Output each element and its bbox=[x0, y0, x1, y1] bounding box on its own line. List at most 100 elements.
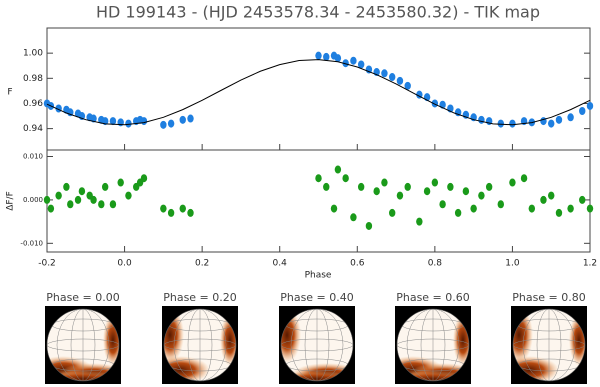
y-axis-label: F bbox=[7, 88, 12, 98]
data-point bbox=[388, 208, 396, 217]
y-tick-label: 1.00 bbox=[23, 49, 43, 59]
model-line bbox=[46, 59, 591, 126]
data-point bbox=[98, 200, 105, 209]
data-point bbox=[396, 76, 404, 85]
data-point bbox=[350, 213, 357, 222]
data-point bbox=[78, 187, 86, 196]
data-point bbox=[350, 56, 357, 65]
data-point bbox=[497, 200, 504, 209]
data-point bbox=[47, 204, 55, 213]
stellar-map bbox=[280, 308, 354, 382]
data-point bbox=[478, 191, 485, 200]
top-frame bbox=[46, 27, 591, 151]
x-tick-label: 0.4 bbox=[273, 259, 288, 269]
x-tick-label: 0.0 bbox=[117, 259, 132, 269]
data-point bbox=[365, 65, 373, 74]
data-point bbox=[342, 59, 349, 68]
data-point bbox=[447, 182, 454, 191]
map-grid bbox=[420, 309, 446, 381]
map-label: Phase = 0.20 bbox=[163, 291, 237, 304]
x-tick-label: 0.2 bbox=[195, 259, 209, 269]
data-point bbox=[555, 115, 563, 124]
data-point bbox=[140, 117, 148, 126]
data-point bbox=[454, 208, 462, 217]
data-point bbox=[381, 69, 388, 78]
data-point bbox=[117, 178, 124, 187]
map-grid bbox=[187, 309, 213, 381]
data-point bbox=[431, 178, 439, 187]
data-point bbox=[567, 113, 574, 122]
data-point bbox=[381, 178, 388, 187]
data-point bbox=[125, 119, 132, 128]
data-point bbox=[90, 195, 97, 204]
data-point bbox=[586, 204, 594, 213]
bottom-frame bbox=[46, 149, 591, 253]
data-point bbox=[373, 187, 380, 196]
data-point bbox=[528, 204, 536, 213]
data-point bbox=[67, 200, 74, 209]
x-tick-label: 0.8 bbox=[428, 259, 443, 269]
data-point bbox=[323, 182, 330, 191]
data-point bbox=[388, 73, 396, 82]
disk-edge bbox=[46, 308, 120, 382]
disk-edge bbox=[163, 308, 237, 382]
map-grid bbox=[406, 309, 460, 381]
data-point bbox=[43, 195, 51, 204]
data-point bbox=[101, 182, 109, 191]
data-point bbox=[330, 204, 338, 213]
data-point bbox=[179, 204, 186, 213]
data-point bbox=[63, 182, 70, 191]
data-point bbox=[315, 51, 322, 60]
data-point bbox=[485, 182, 493, 191]
map-label: Phase = 0.80 bbox=[512, 291, 586, 304]
data-point bbox=[334, 54, 342, 63]
chart-title: HD 199143 - (HJD 2453578.34 - 2453580.32… bbox=[96, 3, 540, 22]
map-grid bbox=[522, 309, 576, 381]
data-point bbox=[540, 117, 547, 126]
data-point bbox=[109, 200, 117, 209]
y-tick-label: 0.94 bbox=[23, 124, 43, 134]
map-grid bbox=[173, 309, 227, 381]
y-tick-label: 0.000 bbox=[23, 196, 43, 204]
data-point bbox=[497, 119, 504, 128]
map-label: Phase = 0.40 bbox=[280, 291, 354, 304]
data-point bbox=[357, 60, 365, 69]
map-grid bbox=[70, 309, 96, 381]
x-tick-label: 1.2 bbox=[583, 259, 597, 269]
data-point bbox=[187, 208, 194, 217]
data-point bbox=[167, 208, 175, 217]
x-tick-label: 0.6 bbox=[350, 259, 365, 269]
data-point bbox=[586, 101, 594, 110]
data-point bbox=[365, 221, 373, 230]
data-point bbox=[404, 81, 411, 90]
data-point bbox=[555, 208, 563, 217]
data-point bbox=[567, 204, 574, 213]
map-label: Phase = 0.00 bbox=[46, 291, 120, 304]
data-point bbox=[179, 115, 186, 124]
data-point bbox=[334, 165, 342, 174]
data-point bbox=[462, 187, 470, 196]
data-point bbox=[323, 52, 330, 61]
data-point bbox=[439, 200, 446, 209]
data-point bbox=[140, 174, 148, 183]
data-point bbox=[187, 114, 194, 123]
data-point bbox=[416, 217, 423, 226]
y-tick-label: 0.98 bbox=[23, 74, 43, 84]
disk-edge bbox=[280, 308, 354, 382]
data-point bbox=[548, 119, 555, 128]
disk-edge bbox=[512, 308, 586, 382]
data-point bbox=[55, 191, 62, 200]
y-tick-label: -0.010 bbox=[20, 239, 43, 247]
y-tick-label: 0.96 bbox=[23, 99, 43, 109]
data-point bbox=[357, 182, 365, 191]
y-axis-label: ΔF/F bbox=[6, 191, 16, 211]
data-point bbox=[167, 119, 175, 128]
data-point bbox=[520, 174, 528, 183]
data-point bbox=[125, 191, 132, 200]
y-tick-label: 0.010 bbox=[23, 153, 43, 161]
map-grid bbox=[304, 309, 330, 381]
data-point bbox=[478, 115, 485, 124]
map-grid bbox=[56, 309, 110, 381]
data-point bbox=[160, 120, 167, 129]
data-point bbox=[540, 195, 547, 204]
